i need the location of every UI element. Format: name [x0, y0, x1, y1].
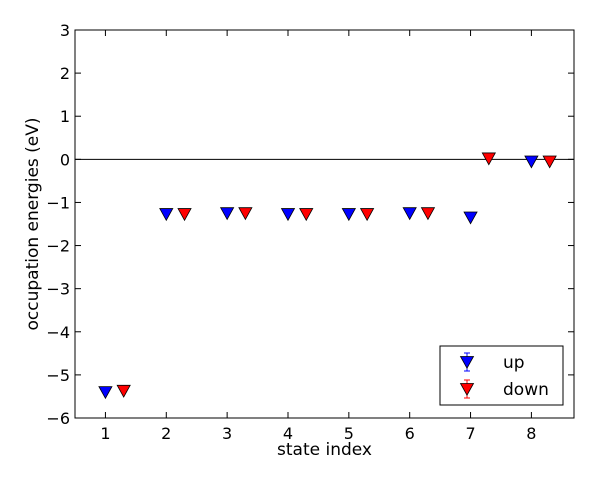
data-point-up [159, 208, 174, 222]
plot-frame [74, 29, 575, 419]
legend-label-up: up [503, 353, 525, 373]
y-tick-label: −2 [46, 237, 70, 256]
y-tick-label: 1 [60, 107, 70, 126]
data-point-down [481, 152, 496, 166]
data-point-down [359, 208, 375, 222]
data-point-down [542, 155, 557, 169]
legend-label-down: down [503, 380, 549, 400]
data-point-down [420, 207, 436, 221]
x-tick-label: 3 [222, 424, 232, 443]
x-tick-label: 1 [100, 424, 110, 443]
y-tick-label: 2 [60, 64, 70, 83]
y-tick-label: −6 [46, 409, 70, 428]
legend-box [439, 345, 564, 406]
data-point-up [524, 155, 539, 169]
x-tick-label: 2 [161, 424, 171, 443]
x-tick-label: 8 [526, 424, 536, 443]
data-point-up [341, 208, 357, 222]
y-tick-label: −1 [46, 193, 70, 212]
x-tick-label: 5 [344, 424, 354, 443]
x-tick-label: 7 [465, 424, 475, 443]
data-point-down [116, 384, 131, 398]
x-tick-label: 4 [283, 424, 293, 443]
data-point-up [463, 211, 478, 225]
data-point-down [238, 207, 253, 221]
data-points [98, 152, 557, 400]
data-point-up [280, 208, 296, 222]
y-tick-label: 0 [60, 150, 70, 169]
x-axis-label: state index [277, 440, 372, 460]
y-tick-label: 3 [60, 21, 70, 40]
x-tick-label: 6 [405, 424, 415, 443]
data-point-down [299, 208, 314, 222]
y-axis-label: occupation energies (eV) [23, 117, 43, 330]
x-axis: 1 2 3 4 5 6 7 8 [100, 30, 536, 443]
y-tick-label: −5 [46, 366, 70, 385]
y-tick-label: −4 [46, 323, 70, 342]
legend-marker-down [459, 383, 475, 396]
legend-marker-up [459, 356, 475, 369]
data-point-up [402, 207, 417, 221]
legend: up down [439, 345, 564, 406]
data-point-up [98, 386, 113, 400]
data-point-down [177, 208, 192, 222]
y-tick-label: −3 [46, 280, 70, 299]
data-point-up [219, 207, 235, 221]
